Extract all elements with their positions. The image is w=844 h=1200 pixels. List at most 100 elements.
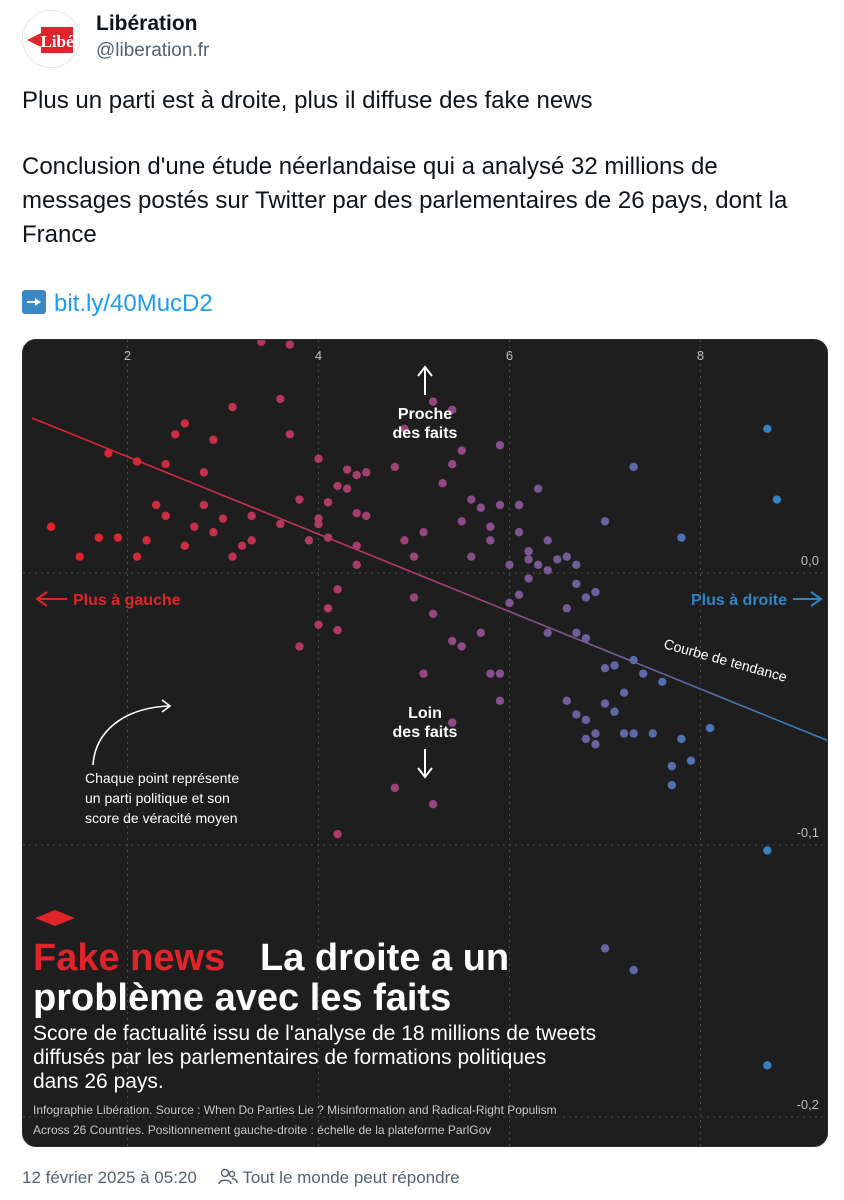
data-point (600, 944, 610, 953)
y-tick-label: -0,1 (797, 825, 819, 840)
diamond-icon (35, 910, 75, 926)
avatar[interactable]: Libé (22, 10, 80, 68)
data-point (409, 593, 419, 602)
tweet-link[interactable]: bit.ly/40MucD2 (54, 290, 213, 317)
data-point (304, 536, 314, 545)
data-point (581, 593, 591, 602)
data-point (705, 723, 715, 733)
data-point (495, 500, 505, 510)
data-point (400, 536, 409, 545)
data-point (199, 468, 209, 477)
data-point (591, 587, 600, 597)
infographic-subtitle-3: dans 26 pays. (33, 1070, 164, 1093)
tweet-body: Conclusion d'une étude néerlandaise qui … (22, 153, 788, 248)
data-point (572, 560, 581, 570)
data-point (648, 729, 657, 738)
data-point (658, 677, 667, 686)
data-point (419, 528, 428, 537)
data-point (562, 552, 571, 561)
data-point (209, 528, 218, 537)
data-point (132, 457, 142, 466)
data-point (543, 536, 552, 545)
data-point (94, 533, 104, 542)
data-point (581, 715, 591, 725)
data-point (209, 435, 218, 444)
infographic-subtitle-2: diffusés par les parlementaires de forma… (33, 1046, 546, 1069)
data-point (342, 465, 352, 474)
data-point (581, 734, 591, 744)
data-point (285, 340, 295, 349)
data-point (161, 511, 170, 521)
data-point (505, 598, 514, 608)
data-point (524, 555, 533, 564)
data-point (132, 552, 142, 561)
data-point (495, 696, 505, 706)
tweet-text: Plus un parti est à droite, plus il diff… (22, 84, 822, 252)
reply-setting[interactable]: Tout le monde peut répondre (242, 1168, 460, 1187)
trend-line (31, 417, 827, 742)
note-line3: score de véracité moyen (85, 810, 238, 826)
data-point (352, 470, 361, 480)
data-point (113, 533, 123, 542)
data-point (352, 560, 361, 570)
data-point (46, 522, 56, 531)
data-point (763, 1061, 772, 1070)
data-point (142, 536, 151, 545)
data-point (591, 729, 600, 738)
data-point (323, 533, 333, 542)
data-point (228, 552, 237, 561)
point-note: Chaque point représente un parti politiq… (85, 699, 239, 826)
data-point (362, 468, 371, 477)
timestamp[interactable]: 12 février 2025 à 05:20 (22, 1168, 197, 1187)
infographic-subtitle-1: Score de factualité issu de l'analyse de… (33, 1022, 596, 1045)
data-point (533, 484, 543, 493)
data-point (533, 560, 543, 570)
data-point (514, 528, 524, 537)
data-point (342, 484, 352, 493)
infographic-card[interactable]: 2 4 6 8 0,0 -0,1 -0,2 Plus à gauche Plus à dr… (22, 339, 828, 1147)
data-point (75, 552, 84, 561)
x-tick-label: 2 (124, 348, 131, 363)
label-up-line2: des faits (393, 425, 458, 442)
data-point (667, 761, 677, 771)
data-point (409, 552, 419, 561)
x-tick-label: 4 (315, 348, 322, 363)
data-point (295, 642, 304, 651)
data-point (629, 655, 638, 665)
data-point (686, 756, 696, 765)
arrow-right-icon (22, 290, 46, 314)
data-point (543, 628, 552, 638)
data-point (600, 664, 610, 673)
infographic-source-1: Infographie Libération. Source : When Do… (33, 1103, 557, 1117)
label-up: Proche des faits (393, 365, 458, 442)
tweet-footer: 12 février 2025 à 05:20 Tout le monde pe… (22, 1168, 460, 1188)
data-point (572, 710, 581, 719)
author-handle[interactable]: @liberation.fr (96, 40, 210, 61)
label-up-line1: Proche (398, 406, 452, 423)
data-point (390, 783, 400, 793)
data-point (495, 440, 505, 450)
data-point (677, 533, 686, 542)
data-point (400, 424, 409, 434)
data-point (285, 430, 295, 439)
data-point (295, 495, 304, 504)
data-point (495, 669, 505, 678)
data-point (619, 729, 629, 738)
data-point (610, 661, 619, 670)
data-point (247, 536, 256, 545)
data-point (610, 707, 619, 716)
data-point (667, 780, 677, 790)
note-line2: un parti politique et son (85, 790, 230, 806)
data-point (438, 479, 447, 488)
data-point (276, 519, 285, 529)
data-point (333, 585, 342, 594)
author-name[interactable]: Libération (96, 12, 198, 35)
data-point (333, 829, 342, 839)
infographic-source-2: Across 26 Countries. Positionnement gauc… (33, 1123, 491, 1137)
data-point (390, 462, 400, 472)
data-point (476, 503, 486, 512)
label-down-line2: des faits (393, 724, 458, 741)
data-point (572, 579, 581, 589)
data-point (524, 574, 533, 583)
data-point (190, 522, 199, 531)
